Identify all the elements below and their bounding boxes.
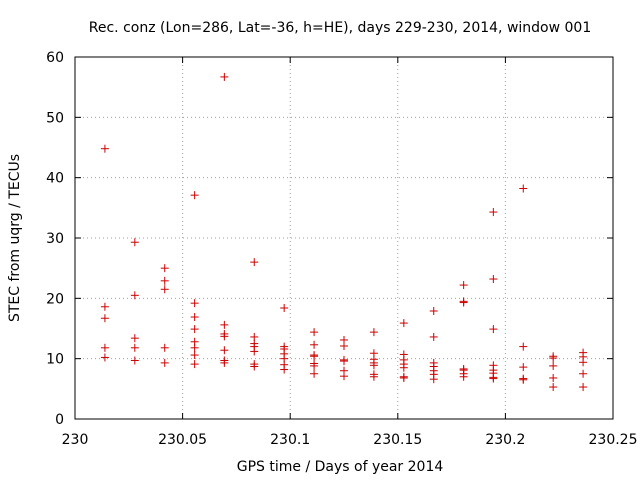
x-tick-label: 230.25 xyxy=(589,432,638,448)
data-point xyxy=(310,352,319,361)
data-point xyxy=(190,313,199,322)
data-point xyxy=(310,361,319,370)
data-point xyxy=(280,365,289,374)
x-tick-label: 230 xyxy=(62,432,89,448)
data-point xyxy=(100,302,109,311)
data-point xyxy=(579,369,588,378)
data-point xyxy=(340,372,348,381)
data-point xyxy=(519,342,528,351)
data-point xyxy=(459,298,468,307)
data-point xyxy=(190,360,199,369)
data-point xyxy=(549,354,558,363)
y-tick-label: 30 xyxy=(46,231,64,247)
data-point xyxy=(220,72,229,81)
data-point xyxy=(429,375,438,384)
data-point xyxy=(489,275,498,284)
data-point xyxy=(100,144,109,153)
y-tick-label: 40 xyxy=(46,171,64,187)
y-tick-label: 0 xyxy=(55,412,64,428)
x-tick-label: 230.1 xyxy=(270,432,310,448)
data-point xyxy=(310,369,319,378)
data-point xyxy=(190,325,199,334)
data-point xyxy=(310,340,319,349)
data-point xyxy=(489,208,498,217)
data-point xyxy=(160,264,169,273)
data-point xyxy=(459,281,468,290)
data-point xyxy=(399,363,408,372)
data-point xyxy=(429,332,438,341)
data-point xyxy=(190,191,199,200)
data-point xyxy=(489,325,498,334)
data-point xyxy=(519,363,528,372)
data-point xyxy=(160,285,169,294)
axes xyxy=(74,56,614,420)
data-point xyxy=(130,291,139,300)
data-point xyxy=(220,332,229,341)
data-point xyxy=(130,343,139,352)
data-point xyxy=(459,372,468,381)
data-point xyxy=(160,358,169,367)
data-point xyxy=(190,343,199,352)
data-point xyxy=(369,372,378,381)
data-point xyxy=(160,276,169,285)
data-point xyxy=(220,320,229,329)
data-points xyxy=(100,72,588,392)
data-point xyxy=(130,238,139,247)
tick-labels: 230 230.05 230.1 230.15 230.2 230.25 0 10 20 30 40… xyxy=(46,50,637,448)
data-point xyxy=(190,299,199,308)
y-tick-label: 50 xyxy=(46,110,64,126)
data-point xyxy=(220,358,229,367)
y-tick-label: 60 xyxy=(46,50,64,66)
x-tick-label: 230.05 xyxy=(158,432,207,448)
plot-border xyxy=(74,56,614,420)
data-point xyxy=(100,343,109,352)
data-point xyxy=(250,362,259,371)
data-point xyxy=(280,303,289,312)
data-point xyxy=(519,184,528,193)
data-point xyxy=(489,374,498,383)
data-point xyxy=(429,307,438,316)
data-point xyxy=(190,351,199,360)
data-point xyxy=(579,383,588,392)
y-tick-label: 20 xyxy=(46,291,64,307)
chart-title: Rec. conz (Lon=286, Lat=-36, h=HE), days… xyxy=(89,20,591,36)
data-point xyxy=(160,343,169,352)
y-axis-label: STEC from uqrg / TECUs xyxy=(7,154,23,322)
x-axis-label: GPS time / Days of year 2014 xyxy=(237,459,444,475)
x-tick-label: 230.2 xyxy=(485,432,525,448)
data-point xyxy=(340,341,348,350)
x-tick-label: 230.15 xyxy=(373,432,422,448)
data-point xyxy=(250,347,259,356)
data-point xyxy=(340,357,348,366)
data-point xyxy=(579,358,588,367)
data-point xyxy=(369,361,378,370)
data-point xyxy=(130,356,139,365)
data-point xyxy=(250,258,259,267)
data-point xyxy=(549,373,558,382)
data-point xyxy=(549,383,558,392)
data-point xyxy=(130,334,139,343)
y-tick-label: 10 xyxy=(46,352,64,368)
data-point xyxy=(100,353,109,362)
data-point xyxy=(310,328,319,337)
data-point xyxy=(549,361,558,370)
data-point xyxy=(369,328,378,337)
data-point xyxy=(220,346,229,355)
grid-lines xyxy=(75,57,613,419)
data-point xyxy=(399,319,408,328)
data-point xyxy=(519,375,528,384)
data-point xyxy=(399,373,408,382)
data-point xyxy=(100,314,109,323)
